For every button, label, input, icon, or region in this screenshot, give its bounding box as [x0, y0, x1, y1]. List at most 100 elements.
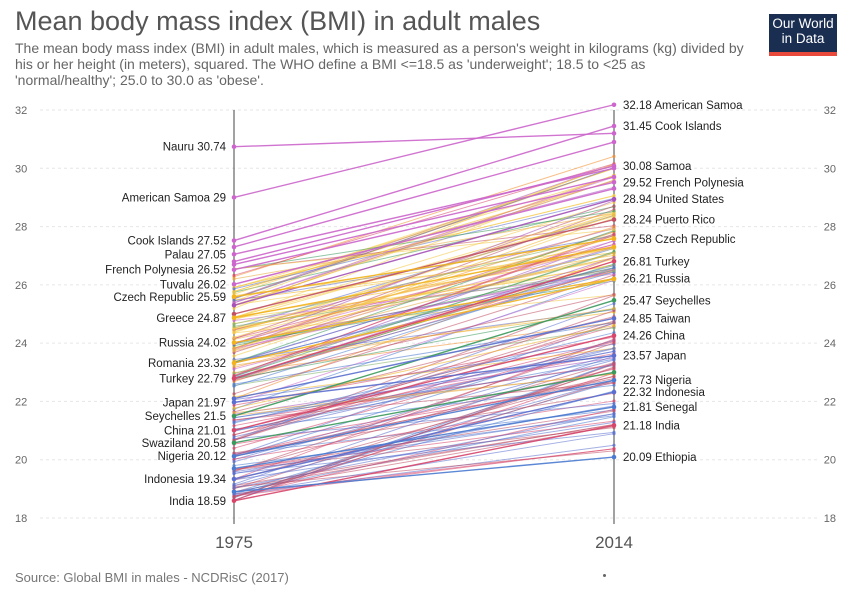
left-label: Tuvalu 26.02: [160, 279, 226, 291]
series-start-point: [231, 311, 237, 317]
series-start-point: [231, 360, 237, 366]
series-start-point-background: [232, 451, 236, 455]
series-line-background: [233, 176, 615, 304]
series-line-background: [233, 280, 615, 345]
series-line-background: [233, 420, 615, 470]
series-end-point-background: [612, 383, 616, 387]
series-end-point-background: [612, 363, 616, 367]
series-start-point-background: [232, 354, 236, 358]
series-line-ethiopia: [233, 456, 615, 493]
series-end-point-background: [612, 211, 616, 215]
right-label: 30.08 Samoa: [623, 161, 692, 173]
series-line-background: [233, 357, 615, 415]
series-line-background: [233, 410, 615, 471]
series-line-background: [233, 200, 615, 345]
x-label-1975: 1975: [215, 533, 253, 552]
series-start-point-background: [232, 460, 236, 464]
series-line-china: [233, 334, 615, 431]
series-end-point-background: [612, 292, 616, 296]
series-end-point: [611, 316, 617, 321]
y-tick-left: 26: [15, 280, 27, 292]
left-label: Cook Islands 27.52: [128, 236, 226, 248]
source-note[interactable]: Source: Global BMI in males - NCDRisC (2…: [15, 570, 289, 585]
series-line-french-polynesia: [233, 181, 615, 271]
series-end-point: [611, 298, 617, 303]
series-line-japan: [233, 354, 615, 403]
series-line-background: [233, 271, 615, 344]
series-start-point: [231, 489, 237, 495]
series-line-background: [233, 197, 615, 290]
right-label: 26.81 Turkey: [623, 256, 690, 268]
series-end-point: [611, 377, 617, 383]
series-line-background: [233, 176, 615, 289]
series-line-american-samoa: [233, 104, 615, 199]
left-label: Czech Republic 25.59: [113, 292, 226, 304]
series-start-point: [231, 440, 237, 446]
series-start-point: [231, 498, 237, 504]
series-line-background: [233, 379, 615, 498]
series-start-point: [231, 238, 237, 243]
series-end-point-background: [612, 214, 616, 219]
series-line-background: [233, 373, 615, 414]
series-line-background: [233, 322, 615, 441]
series-start-point-background: [232, 486, 236, 490]
series-end-point-background: [612, 264, 616, 268]
y-tick-left: 30: [15, 163, 27, 175]
series-start-point: [231, 427, 237, 433]
y-tick-left: 32: [15, 105, 27, 117]
series-line-background: [233, 279, 615, 404]
left-label: Japan 21.97: [163, 397, 226, 409]
series-start-point: [231, 244, 237, 250]
series-line-background: [233, 265, 615, 324]
series-line-senegal: [233, 406, 615, 470]
series-line-nigeria: [233, 379, 615, 457]
series-end-point: [611, 236, 617, 242]
series-start-point: [231, 144, 237, 150]
series-line-background: [233, 450, 615, 488]
left-label: India 18.59: [169, 496, 226, 508]
right-label: 26.21 Russia: [623, 274, 691, 286]
right-label: 24.26 China: [623, 331, 686, 343]
series-line-tonga: [233, 141, 615, 248]
y-tick-right: 22: [824, 396, 836, 408]
series-start-point-background: [232, 471, 236, 475]
logo-accent-bar: [769, 52, 837, 56]
series-start-point-background: [232, 277, 236, 281]
series-end-point: [611, 163, 617, 169]
series-end-point: [611, 131, 617, 136]
left-label: Turkey 22.79: [159, 373, 226, 385]
right-label: 24.85 Taiwan: [623, 313, 691, 325]
series-start-point: [231, 294, 237, 300]
series-start-point-background: [232, 424, 236, 428]
right-label: 28.94 United States: [623, 194, 724, 206]
series-line-background: [233, 322, 615, 385]
series-line-background: [233, 421, 615, 481]
series-end-point: [611, 353, 617, 358]
series-end-point-background: [612, 251, 616, 255]
right-label: 31.45 Cook Islands: [623, 121, 722, 133]
y-tick-left: 20: [15, 455, 27, 467]
series-line-background: [233, 366, 615, 499]
x-label-2014: 2014: [595, 533, 633, 552]
series-start-point: [231, 251, 237, 257]
left-label: Romania 23.32: [148, 358, 226, 370]
series-line-united-states: [233, 198, 615, 306]
series-start-point-background: [232, 273, 236, 277]
series-start-point: [231, 267, 237, 273]
series-line-background: [233, 431, 615, 474]
series-start-point: [231, 340, 237, 345]
series-line-czech-republic: [233, 238, 615, 298]
series-start-point: [231, 400, 237, 405]
owid-logo[interactable]: Our World in Data: [769, 14, 837, 56]
series-start-point-background: [232, 330, 236, 334]
series-line-background: [233, 379, 615, 487]
series-line-puerto-rico: [233, 218, 615, 315]
series-line-background: [233, 347, 615, 423]
left-label: Russia 24.02: [159, 338, 226, 350]
series-end-point-background: [612, 204, 616, 208]
series-end-point-background: [612, 323, 616, 327]
series-end-point-background: [612, 321, 616, 325]
series-line-taiwan: [233, 317, 615, 400]
series-end-point-background: [612, 225, 616, 229]
y-tick-right: 32: [824, 105, 836, 117]
